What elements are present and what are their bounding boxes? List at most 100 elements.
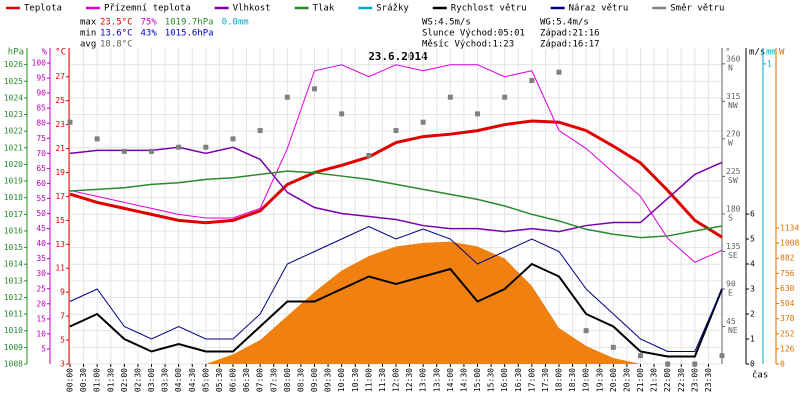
legend-label: Náraz větru <box>569 4 629 14</box>
stats-value: 1019.7hPa <box>165 18 214 28</box>
y-tick-label: 17 <box>55 192 65 201</box>
y-tick-dir: W <box>728 138 733 147</box>
direction-point <box>67 119 73 125</box>
legend-label: Tlak <box>313 4 335 14</box>
x-tick-label: 04:30 <box>188 368 197 392</box>
stats-value: 75% <box>141 18 158 28</box>
x-tick-label: 04:00 <box>174 368 183 392</box>
x-tick-label: 11:00 <box>364 368 373 392</box>
legend-label: Srážky <box>376 4 409 14</box>
y-tick-label: 75 <box>36 134 46 143</box>
direction-point <box>447 94 453 100</box>
x-tick-label: 12:30 <box>405 368 414 392</box>
x-tick-label: 08:30 <box>296 368 305 392</box>
x-tick-label: 13:30 <box>432 368 441 392</box>
series-line <box>69 64 723 263</box>
y-tick-label: 1022 <box>4 127 23 136</box>
stats-value: 43% <box>141 29 158 39</box>
x-tick-label: 23:30 <box>704 368 713 392</box>
x-tick-label: 22:00 <box>663 368 672 392</box>
x-tick-label: 15:30 <box>487 368 496 392</box>
y-tick-label: 4 <box>750 260 755 269</box>
direction-point <box>176 144 182 150</box>
y-tick-label: 90 <box>36 89 46 98</box>
chart-title: 23.6.2014 <box>368 50 428 63</box>
y-tick-dir: E <box>728 288 733 297</box>
y-tick-label: 630 <box>780 284 795 293</box>
y-tick-label: 15 <box>55 216 65 225</box>
y-tick-label: 1018 <box>4 193 23 202</box>
stats-value: 23.5°C <box>100 18 133 28</box>
direction-point <box>121 148 127 154</box>
y-tick-dir: NE <box>728 326 738 335</box>
x-tick-label: 07:00 <box>256 368 265 392</box>
axis-unit: ° <box>725 48 730 58</box>
y-tick-dir: SW <box>728 176 738 185</box>
x-tick-label: 08:00 <box>283 368 292 392</box>
direction-point <box>529 78 535 84</box>
direction-point <box>638 353 643 359</box>
x-tick-label: 16:30 <box>514 368 523 392</box>
y-tick-label: 5 <box>750 235 755 244</box>
stats-value: 13.6°C <box>100 29 133 39</box>
y-tick-label: 1026 <box>4 60 23 69</box>
y-tick-label: 80 <box>36 119 46 128</box>
y-tick-label: 756 <box>780 269 795 278</box>
direction-point <box>203 144 209 150</box>
y-tick-label: 1021 <box>4 143 23 152</box>
direction-point <box>583 328 589 334</box>
y-tick-label: 1015 <box>4 243 23 252</box>
y-tick-label: 0 <box>750 360 755 369</box>
series-line <box>69 119 723 239</box>
y-tick-label: 11 <box>55 264 65 273</box>
y-tick-label: 45 <box>36 224 46 233</box>
y-tick-label: 1011 <box>4 310 23 319</box>
axis-unit: °C <box>55 48 66 58</box>
x-tick-label: 09:00 <box>310 368 319 392</box>
axis-unit: % <box>42 48 48 58</box>
direction-point <box>94 136 100 142</box>
y-tick-label: 360 <box>726 54 741 63</box>
stats-label: max <box>80 18 97 28</box>
x-tick-label: 09:30 <box>324 368 333 392</box>
x-tick-label: 19:30 <box>595 368 604 392</box>
y-tick-label: 30 <box>36 269 46 278</box>
y-tick-label: 19 <box>55 168 65 177</box>
stats-value: 18.8°C <box>100 40 133 50</box>
y-tick-label: 1024 <box>4 93 23 102</box>
y-tick-label: 15 <box>36 314 46 323</box>
x-tick-label: 06:30 <box>242 368 251 392</box>
direction-point <box>610 344 616 350</box>
y-tick-label: 40 <box>36 239 46 248</box>
y-tick-label: 180 <box>726 204 741 213</box>
y-tick-label: 35 <box>36 254 46 263</box>
direction-point <box>312 86 317 92</box>
x-tick-label: 11:30 <box>378 368 387 392</box>
info-text: Západ:16:17 <box>540 40 600 50</box>
radiation-area <box>70 241 722 364</box>
info-text: Měsíc Východ:1:23 <box>422 40 514 50</box>
x-tick-label: 19:00 <box>582 368 591 392</box>
y-tick-label: 315 <box>726 92 741 101</box>
stats-label: min <box>80 29 96 39</box>
x-tick-label: 21:30 <box>650 368 659 392</box>
y-tick-label: 23 <box>55 120 65 129</box>
y-tick-label: 1010 <box>4 326 23 335</box>
y-tick-label: 60 <box>36 179 46 188</box>
direction-point <box>420 119 426 125</box>
y-tick-label: 25 <box>55 96 65 105</box>
x-tick-label: 21:00 <box>636 368 645 392</box>
y-tick-label: 5 <box>41 344 46 353</box>
direction-point <box>719 353 725 359</box>
x-tick-label: 16:00 <box>500 368 509 392</box>
y-tick-label: 135 <box>726 242 741 251</box>
y-tick-label: 50 <box>36 209 46 218</box>
direction-point <box>556 69 562 75</box>
y-tick-label: 7 <box>60 312 65 321</box>
stats-label: avg <box>80 40 96 50</box>
y-tick-label: 1019 <box>4 177 23 186</box>
axis-unit: mm <box>766 48 777 58</box>
y-tick-dir: NW <box>728 101 738 110</box>
legend-label: Rychlost větru <box>451 4 527 14</box>
x-tick-label: 00:00 <box>66 368 75 392</box>
